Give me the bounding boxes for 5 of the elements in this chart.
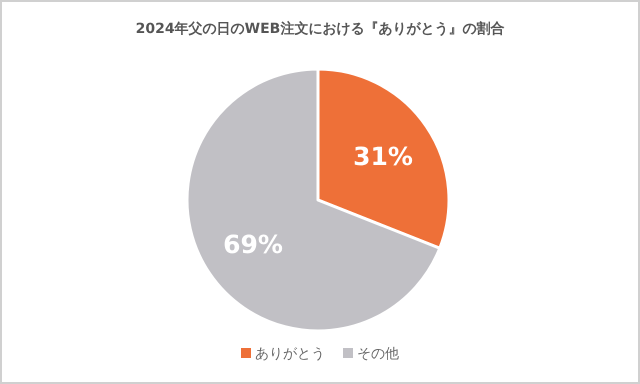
legend-label: ありがとう bbox=[255, 346, 325, 362]
chart-title: 2024年父の日のWEB注文における『ありがとう』の割合 bbox=[136, 20, 504, 37]
data-label: 69% bbox=[223, 230, 283, 260]
legend-label: その他 bbox=[357, 346, 399, 362]
data-label: 31% bbox=[353, 142, 413, 171]
